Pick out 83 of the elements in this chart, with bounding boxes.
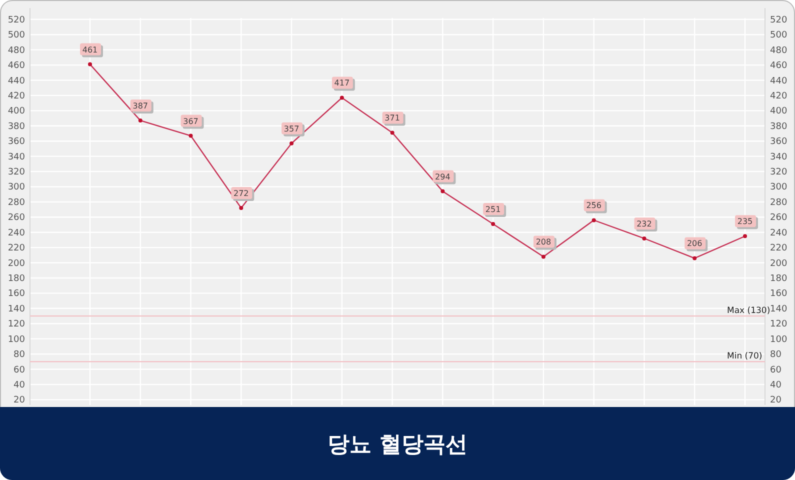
point	[541, 254, 546, 259]
y2-tick-label: 280	[770, 198, 788, 208]
point	[88, 62, 92, 66]
y-tick-label: 60	[14, 365, 26, 376]
y-tick-label: 400	[8, 106, 26, 117]
y2-tick-label: 300	[770, 182, 788, 193]
y2-tick-label: 520	[770, 15, 788, 26]
y2-tick-label: 240	[770, 228, 788, 238]
y2-tick-label: 460	[770, 61, 788, 72]
y-tick-label: 380	[8, 122, 26, 132]
y-tick-label: 420	[8, 91, 26, 102]
y-tick-label: 360	[8, 137, 26, 148]
y2-tick-label: 260	[770, 213, 788, 224]
point	[290, 141, 294, 146]
data-label: 235	[737, 217, 753, 226]
data-label: 387	[132, 102, 148, 111]
data-label: 367	[183, 116, 198, 126]
y2-tick-label: 480	[770, 46, 788, 56]
point	[390, 130, 394, 135]
y-tick-label: 20	[14, 396, 26, 406]
y2-tick-label: 440	[770, 76, 788, 86]
y-tick-label: 320	[8, 168, 26, 178]
y-tick-label: 160	[8, 289, 26, 300]
data-label: 206	[686, 239, 702, 248]
data-label: 417	[334, 78, 350, 88]
point	[491, 222, 496, 226]
point	[642, 236, 646, 240]
y-tick-label: 180	[8, 274, 26, 284]
data-label: 357	[284, 124, 300, 134]
y2-tick-label: 420	[770, 91, 788, 102]
point	[592, 218, 596, 222]
y-tick-label: 100	[8, 334, 26, 345]
y2-tick-label: 380	[770, 122, 788, 132]
y-tick-label: 240	[8, 228, 26, 238]
y-tick-label: 440	[8, 76, 26, 86]
y-tick-label: 220	[8, 244, 26, 254]
y2-tick-label: 140	[770, 304, 788, 314]
ref-line-label: Min (70)	[727, 352, 762, 362]
y2-tick-label: 400	[770, 106, 788, 117]
text: 당뇨 혈당곡선	[328, 432, 468, 458]
y-tick-label: 340	[8, 152, 26, 162]
y-tick-label: 280	[8, 198, 26, 208]
data-label: 371	[384, 114, 400, 123]
point	[188, 134, 193, 138]
y2-tick-label: 320	[770, 168, 788, 178]
y-tick-label: 40	[14, 380, 26, 390]
y2-tick-label: 500	[770, 30, 788, 41]
y2-tick-label: 120	[770, 320, 788, 330]
point	[138, 118, 142, 123]
y-tick-label: 120	[8, 320, 26, 330]
data-label: 294	[435, 172, 450, 182]
y2-tick-label: 20	[770, 396, 782, 406]
y2-tick-label: 60	[770, 365, 782, 376]
y-tick-label: 200	[8, 258, 26, 269]
y2-tick-label: 360	[770, 137, 788, 148]
y2-tick-label: 220	[770, 244, 788, 254]
point	[239, 206, 244, 210]
y2-tick-label: 160	[770, 289, 788, 300]
y-tick-label: 520	[8, 15, 26, 26]
point	[692, 256, 697, 260]
y-tick-label: 80	[14, 350, 26, 360]
y2-tick-label: 100	[770, 334, 788, 345]
data-label: 251	[485, 204, 501, 214]
y2-tick-label: 180	[770, 274, 788, 284]
data-label: 272	[234, 189, 249, 198]
point	[440, 189, 445, 194]
y2-tick-label: 80	[770, 350, 782, 360]
y-tick-label: 460	[8, 61, 26, 72]
ref-line-label: Max (130)	[727, 306, 770, 316]
y-tick-label: 500	[8, 30, 26, 41]
y2-tick-label: 40	[770, 380, 782, 390]
data-label: 232	[636, 219, 652, 228]
data-label: 208	[536, 238, 552, 247]
y-tick-label: 260	[8, 213, 26, 224]
y-tick-label: 300	[8, 182, 26, 193]
point	[340, 96, 344, 100]
point	[743, 234, 747, 238]
y-tick-label: 140	[8, 304, 26, 314]
data-label: 461	[82, 45, 98, 54]
y-tick-label: 480	[8, 46, 26, 56]
y2-tick-label: 340	[770, 152, 788, 162]
data-label: 256	[586, 201, 602, 210]
y2-tick-label: 200	[770, 258, 788, 269]
